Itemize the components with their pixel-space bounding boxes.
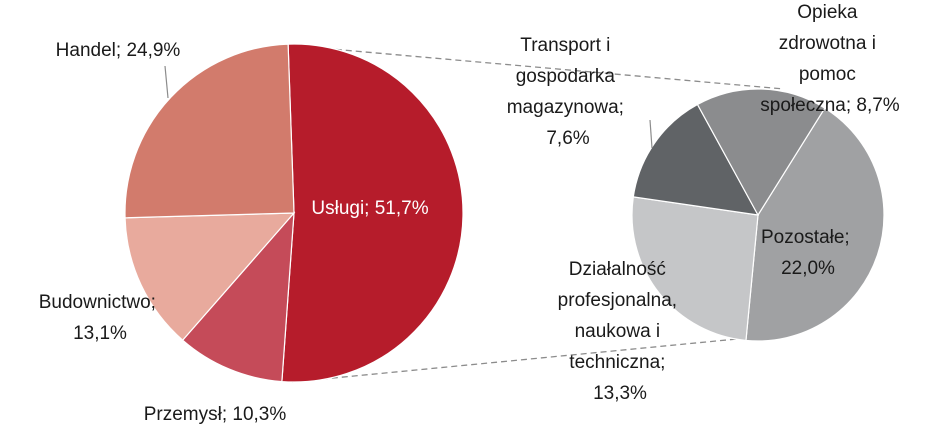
main-slice-uslugi xyxy=(281,43,464,383)
slice-label-opieka-line: zdrowotna i xyxy=(779,33,876,54)
slice-label-opieka-line: społeczna; 8,7% xyxy=(760,95,900,116)
slice-label-transport: Transport i gospodarka magazynowa; 7,6% xyxy=(507,35,630,149)
slice-label-dzialalnosc-line: profesjonalna, xyxy=(558,290,677,311)
main-slice-handel xyxy=(124,43,295,219)
slice-label-dzialalnosc-line: naukowa i xyxy=(575,321,661,342)
secondary-pie xyxy=(631,88,885,342)
main-slice-budownictwo xyxy=(124,212,296,342)
connector-lines xyxy=(285,44,785,383)
slice-label-pozostale-line: 22,0% xyxy=(781,258,835,279)
slice-label-pozostale-line: Pozostałe; xyxy=(761,227,850,248)
leader-lines xyxy=(164,65,653,149)
secondary-slice-dzialalnosc-profesjonalna-naukowa-i-techniczna xyxy=(631,196,759,342)
connector-line-top xyxy=(285,44,785,90)
slice-label-opieka-line: Opieka xyxy=(797,2,858,23)
slice-label-transport-line: Transport i xyxy=(520,35,610,56)
slice-label-dzialalnosc-line: techniczna; xyxy=(569,352,665,373)
main-pie xyxy=(124,43,464,383)
slice-label-dzialalnosc-line: Działalność xyxy=(569,259,666,280)
secondary-slice-opieka-zdrowotna-i-pomoc-spoleczna xyxy=(696,88,826,217)
slice-label-budownictwo: Budownictwo; 13,1% xyxy=(39,292,162,344)
slice-label-transport-line: 7,6% xyxy=(546,128,589,149)
slice-label-uslugi: Usługi; 51,7% xyxy=(311,198,428,219)
slice-label-transport-line: gospodarka xyxy=(516,66,616,87)
slice-label-dzialalnosc: Działalność profesjonalna, naukowa i tec… xyxy=(558,259,683,404)
slice-label-budownictwo-line: Budownictwo; xyxy=(39,292,156,313)
slice-label-budownictwo-line: 13,1% xyxy=(73,323,127,344)
slice-label-przemysl: Przemysł; 10,3% xyxy=(144,404,287,425)
secondary-slice-transport-i-gospodarka-magazynowa xyxy=(632,103,760,216)
slice-label-transport-line: magazynowa; xyxy=(507,97,624,118)
leader-line-handel xyxy=(164,65,169,99)
secondary-slice-pozostale xyxy=(745,107,885,342)
slice-label-opieka: Opieka zdrowotna i pomoc społeczna; 8,7% xyxy=(760,2,900,116)
leader-line-transport xyxy=(649,119,653,149)
slice-label-opieka-line: pomoc xyxy=(799,64,856,85)
slice-label-dzialalnosc-line: 13,3% xyxy=(593,383,647,404)
slice-label-handel: Handel; 24,9% xyxy=(56,40,181,61)
main-slice-przemysl xyxy=(181,211,295,383)
slice-label-pozostale: Pozostałe; 22,0% xyxy=(761,227,855,279)
